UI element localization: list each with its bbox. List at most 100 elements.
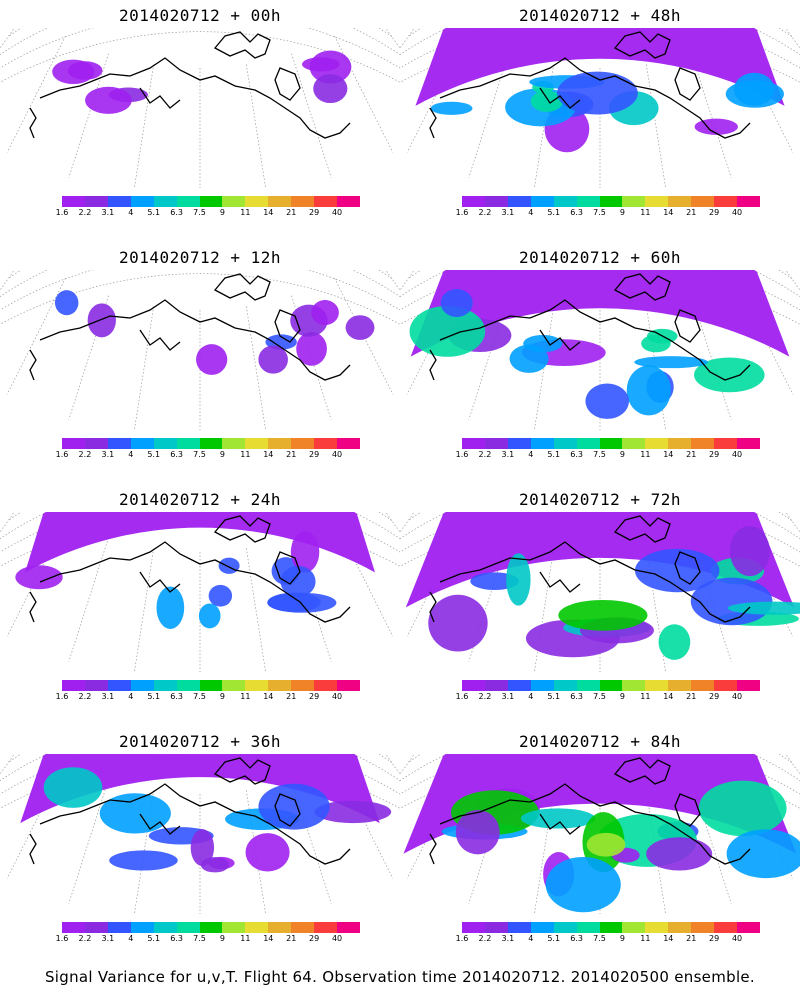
colorbar-swatch xyxy=(714,196,738,207)
colorbar-tick-label: 11 xyxy=(240,692,251,701)
colorbar-tick-label: 5.1 xyxy=(147,934,161,943)
variance-field xyxy=(415,28,785,153)
polar-map xyxy=(400,754,800,914)
colorbar-tick-label: 9 xyxy=(619,208,625,217)
colorbar-tick-label: 2.2 xyxy=(478,450,492,459)
colorbar-swatch xyxy=(645,438,669,449)
map-panel: 2014020712 + 00h 1.6 2.2 3.1 4 5.1 6.3 7.5 9 11 14… xyxy=(0,0,400,240)
colorbar-tick-label: 5.1 xyxy=(547,208,561,217)
polar-map xyxy=(0,512,400,672)
colorbar-tick-label: 2.2 xyxy=(78,208,92,217)
colorbar-swatch xyxy=(599,438,623,449)
colorbar-swatch xyxy=(553,922,577,933)
colorbar xyxy=(462,922,760,933)
panel-title: 2014020712 + 36h xyxy=(118,732,282,751)
colorbar-labels: 1.6 2.2 3.1 4 5.1 6.3 7.5 9 11 14 21 29 40 xyxy=(456,208,760,220)
colorbar-tick-label: 3.1 xyxy=(101,934,115,943)
colorbar-tick-label: 5.1 xyxy=(147,450,161,459)
colorbar-swatch xyxy=(153,196,177,207)
colorbar-swatch xyxy=(484,438,508,449)
colorbar-swatch xyxy=(691,438,715,449)
colorbar-swatch xyxy=(268,922,292,933)
colorbar-tick-label: 3.1 xyxy=(501,692,515,701)
colorbar-swatch xyxy=(691,680,715,691)
colorbar-swatch xyxy=(507,438,531,449)
colorbar-tick-label: 7.5 xyxy=(193,450,206,459)
colorbar-tick-label: 11 xyxy=(240,934,251,943)
coastline xyxy=(29,515,351,623)
colorbar-labels: 1.6 2.2 3.1 4 5.1 6.3 7.5 9 11 14 21 29 40 xyxy=(456,450,760,462)
colorbar-swatch xyxy=(107,922,131,933)
colorbar-swatch xyxy=(84,680,108,691)
colorbar-swatch xyxy=(62,196,85,207)
coastline xyxy=(29,757,351,865)
colorbar-tick-label: 14 xyxy=(263,208,274,217)
colorbar-labels: 1.6 2.2 3.1 4 5.1 6.3 7.5 9 11 14 21 29 40 xyxy=(456,692,760,704)
colorbar-swatch xyxy=(507,196,531,207)
colorbar-tick-label: 1.6 xyxy=(55,450,69,459)
colorbar-swatch xyxy=(507,680,531,691)
colorbar-swatch xyxy=(314,680,338,691)
colorbar-swatch xyxy=(530,196,554,207)
colorbar-swatch xyxy=(714,680,738,691)
colorbar-swatch xyxy=(462,680,485,691)
colorbar-swatch xyxy=(484,196,508,207)
colorbar-tick-label: 14 xyxy=(263,450,274,459)
colorbar-tick-label: 21 xyxy=(286,934,297,943)
colorbar-tick-label: 29 xyxy=(309,692,320,701)
colorbar-swatch xyxy=(107,196,131,207)
colorbar-swatch xyxy=(691,196,715,207)
colorbar-tick-label: 3.1 xyxy=(101,208,115,217)
colorbar-tick-label: 14 xyxy=(663,692,674,701)
panel-title: 2014020712 + 72h xyxy=(518,490,682,509)
colorbar-swatch xyxy=(645,922,669,933)
map-panel: 2014020712 + 72h 1.6 2.2 3.1 4 5.1 6.3 7.5 9 11 14… xyxy=(400,484,800,724)
panel-title: 2014020712 + 12h xyxy=(118,248,282,267)
colorbar-tick-label: 1.6 xyxy=(455,450,469,459)
colorbar-tick-label: 5.1 xyxy=(547,450,561,459)
panel-title: 2014020712 + 84h xyxy=(518,732,682,751)
colorbar-tick-label: 29 xyxy=(709,692,720,701)
colorbar-tick-label: 14 xyxy=(663,450,674,459)
map-panel: 2014020712 + 24h 1.6 2.2 3.1 4 5.1 6.3 7.5 9 11 14… xyxy=(0,484,400,724)
variance-field xyxy=(409,270,790,419)
colorbar-tick-label: 1.6 xyxy=(455,692,469,701)
colorbar-swatch xyxy=(507,922,531,933)
colorbar-tick-label: 40 xyxy=(731,692,743,701)
colorbar-tick-label: 5.1 xyxy=(547,692,561,701)
colorbar xyxy=(62,680,360,691)
colorbar-tick-label: 6.3 xyxy=(170,450,183,459)
polar-map xyxy=(0,754,400,914)
colorbar-tick-label: 7.5 xyxy=(593,208,606,217)
colorbar-tick-label: 40 xyxy=(731,934,743,943)
map-panel: 2014020712 + 84h 1.6 2.2 3.1 4 5.1 6.3 7.5 9 11 14… xyxy=(400,726,800,966)
colorbar-tick-label: 9 xyxy=(219,692,225,701)
colorbar-swatch xyxy=(291,680,315,691)
colorbar-swatch xyxy=(668,196,692,207)
colorbar-swatch xyxy=(599,680,623,691)
colorbar-tick-label: 9 xyxy=(219,450,225,459)
colorbar-swatch xyxy=(737,438,760,449)
colorbar-swatch xyxy=(714,922,738,933)
colorbar-swatch xyxy=(153,680,177,691)
colorbar-swatch xyxy=(576,680,600,691)
colorbar-tick-label: 5.1 xyxy=(547,934,561,943)
colorbar-tick-label: 5.1 xyxy=(147,208,161,217)
colorbar-tick-label: 7.5 xyxy=(593,450,606,459)
colorbar-tick-label: 40 xyxy=(331,450,343,459)
colorbar-tick-label: 6.3 xyxy=(570,692,583,701)
colorbar-swatch xyxy=(222,438,246,449)
colorbar-tick-label: 29 xyxy=(309,208,320,217)
colorbar-labels: 1.6 2.2 3.1 4 5.1 6.3 7.5 9 11 14 21 29 40 xyxy=(56,692,360,704)
colorbar-tick-label: 9 xyxy=(619,692,625,701)
map-panel: 2014020712 + 48h 1.6 2.2 3.1 4 5.1 6.3 7.5 9 11 14… xyxy=(400,0,800,240)
coastline xyxy=(29,31,351,139)
colorbar-swatch xyxy=(199,922,223,933)
panel-title: 2014020712 + 24h xyxy=(118,490,282,509)
colorbar-swatch xyxy=(176,680,200,691)
colorbar-swatch xyxy=(62,438,85,449)
colorbar-swatch xyxy=(645,680,669,691)
colorbar-tick-label: 9 xyxy=(219,208,225,217)
colorbar-tick-label: 40 xyxy=(331,692,343,701)
polar-map xyxy=(0,270,400,430)
